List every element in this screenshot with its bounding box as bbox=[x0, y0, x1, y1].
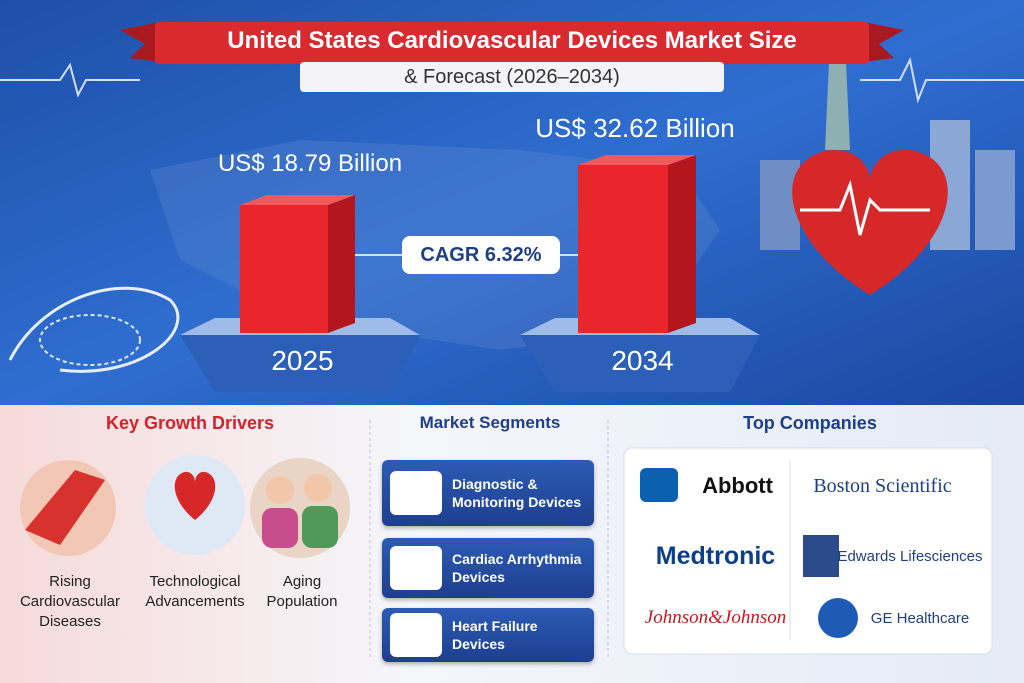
subtitle: & Forecast (2026–2034) bbox=[404, 66, 620, 88]
abbott-logo bbox=[640, 468, 678, 502]
driver: Technological Advancements bbox=[145, 573, 245, 610]
driver: Aging Population bbox=[266, 573, 338, 610]
bar-side bbox=[328, 195, 355, 333]
companies-title: Top Companies bbox=[743, 413, 877, 433]
artery bbox=[25, 470, 105, 545]
pulse-line bbox=[0, 62, 140, 98]
pulse-line bbox=[860, 56, 1024, 104]
segment-icon bbox=[390, 471, 442, 515]
segment-label: Diagnostic & Monitoring Devices bbox=[452, 476, 582, 510]
person-body bbox=[302, 506, 338, 548]
company: Johnson&Johnson bbox=[644, 607, 787, 628]
company: Medtronic bbox=[655, 541, 776, 570]
company: Abbott bbox=[702, 473, 773, 498]
segments-title: Market Segments bbox=[419, 413, 561, 432]
company: Edwards Lifesciences bbox=[837, 547, 983, 565]
statue bbox=[825, 40, 850, 150]
company: Boston Scientific bbox=[813, 474, 952, 497]
heart-pulse bbox=[800, 179, 930, 236]
stent bbox=[39, 314, 141, 366]
bar-base bbox=[520, 318, 760, 392]
ge-logo bbox=[818, 598, 858, 638]
title: United States Cardiovascular Devices Mar… bbox=[227, 27, 797, 54]
person bbox=[266, 476, 294, 504]
bar-side bbox=[668, 155, 696, 333]
segment-icon bbox=[390, 613, 442, 657]
segment: Heart Failure Devices bbox=[382, 608, 594, 662]
subtitle-box bbox=[300, 62, 724, 92]
bar-2034 bbox=[578, 165, 668, 333]
building bbox=[975, 150, 1015, 250]
building bbox=[760, 160, 800, 250]
end-value: US$ 32.62 Billion bbox=[535, 113, 735, 143]
company: GE Healthcare bbox=[870, 609, 970, 627]
segment-icon bbox=[390, 546, 442, 590]
segment-label: Cardiac Arrhythmia Devices bbox=[452, 551, 582, 585]
person bbox=[304, 474, 332, 502]
catheter bbox=[8, 286, 180, 373]
ribbon-tail bbox=[864, 22, 904, 62]
bar-top bbox=[240, 195, 355, 205]
start-value: US$ 18.79 Billion bbox=[217, 150, 403, 177]
ribbon-tail bbox=[120, 22, 160, 62]
person-body bbox=[262, 508, 298, 548]
edwards-logo bbox=[803, 535, 839, 577]
cagr: CAGR 6.32% bbox=[402, 236, 560, 274]
segment: Cardiac Arrhythmia Devices bbox=[382, 538, 594, 598]
segment-label: Heart Failure Devices bbox=[452, 618, 538, 652]
bar-top bbox=[578, 155, 696, 165]
heart bbox=[792, 149, 948, 295]
start-year: 2025 bbox=[271, 345, 334, 376]
title-ribbon bbox=[155, 22, 869, 64]
driver: Rising Cardiovascular Diseases bbox=[19, 573, 121, 630]
bar-2025 bbox=[240, 205, 328, 333]
drivers-title: Key Growth Drivers bbox=[105, 413, 275, 433]
heart-icon bbox=[174, 471, 216, 520]
end-year: 2034 bbox=[611, 345, 674, 376]
bar-base bbox=[180, 318, 420, 392]
segment: Diagnostic & Monitoring Devices bbox=[382, 460, 594, 526]
